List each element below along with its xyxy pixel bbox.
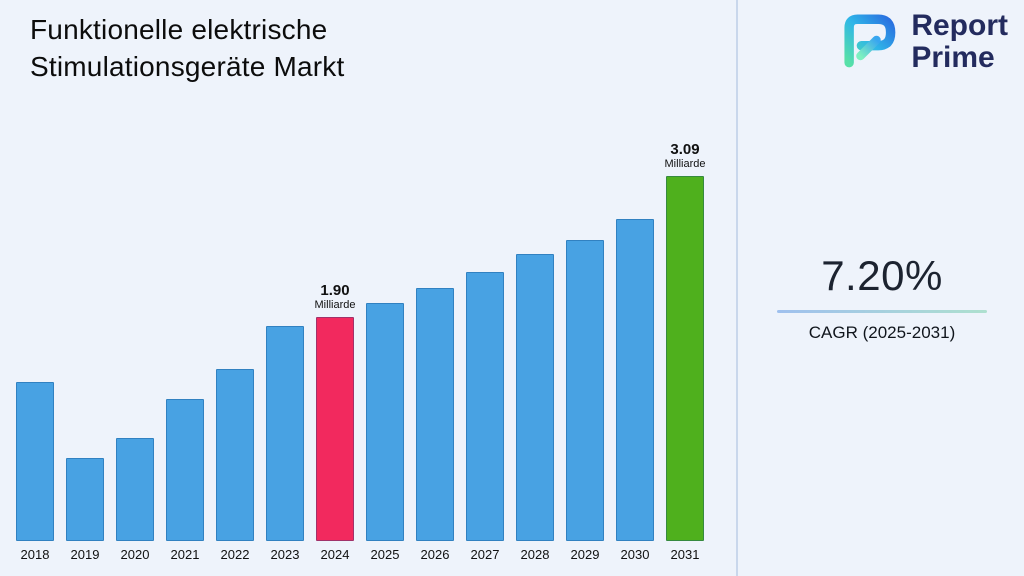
page-title: Funktionelle elektrische Stimulationsger… bbox=[30, 12, 344, 86]
x-tick-label-2021: 2021 bbox=[170, 547, 200, 562]
bar-chart: 2018 2019 2020 2021 2022 2023 1.90 Milliarde 202… bbox=[16, 141, 706, 562]
x-tick-label-2022: 2022 bbox=[220, 547, 250, 562]
annotation-unit: Milliarde bbox=[314, 299, 356, 312]
x-tick-label-2028: 2028 bbox=[520, 547, 550, 562]
bar-column-2030: 2030 bbox=[616, 219, 654, 562]
page-title-line2: Stimulationsgeräte Markt bbox=[30, 50, 345, 82]
bar-2027 bbox=[466, 272, 504, 541]
value-annotation-2031: 3.09 Milliarde bbox=[665, 141, 706, 171]
x-tick-label-2023: 2023 bbox=[270, 547, 300, 562]
bar-column-2023: 2023 bbox=[266, 326, 304, 562]
bar-column-2025: 2025 bbox=[366, 303, 404, 562]
bar-2024 bbox=[316, 317, 354, 541]
x-tick-label-2029: 2029 bbox=[570, 547, 600, 562]
bar-2031 bbox=[666, 176, 704, 541]
bar-2025 bbox=[366, 303, 404, 541]
x-tick-label-2024: 2024 bbox=[320, 547, 350, 562]
cagr-label: CAGR (2025-2031) bbox=[808, 323, 956, 342]
report-prime-logo-text: Report Prime bbox=[911, 9, 1008, 75]
bar-column-2031: 3.09 Milliarde 2031 bbox=[665, 141, 706, 562]
bar-column-2024: 1.90 Milliarde 2024 bbox=[315, 282, 356, 562]
bar-column-2019: 2019 bbox=[66, 458, 104, 562]
x-tick-label-2031: 2031 bbox=[670, 547, 700, 562]
logo-word-report: Report bbox=[911, 9, 1008, 42]
bar-2026 bbox=[416, 288, 454, 541]
x-tick-label-2026: 2026 bbox=[420, 547, 450, 562]
bar-2020 bbox=[116, 438, 154, 541]
bar-column-2020: 2020 bbox=[116, 438, 154, 562]
bar-2030 bbox=[616, 219, 654, 541]
x-tick-label-2019: 2019 bbox=[70, 547, 100, 562]
bar-2028 bbox=[516, 254, 554, 541]
x-tick-label-2027: 2027 bbox=[470, 547, 500, 562]
cagr-block: 7.20% CAGR (2025-2031) bbox=[752, 252, 1012, 343]
cagr-value: 7.20% bbox=[821, 252, 943, 299]
annotation-value: 3.09 bbox=[670, 141, 700, 159]
bar-2023 bbox=[266, 326, 304, 541]
annotation-unit: Milliarde bbox=[664, 158, 706, 171]
bar-2019 bbox=[66, 458, 104, 541]
report-prime-logo: Report Prime bbox=[835, 9, 1008, 75]
value-annotation-2024: 1.90 Milliarde bbox=[315, 282, 356, 312]
cagr-underline bbox=[777, 310, 987, 313]
bar-2021 bbox=[166, 399, 204, 541]
panel-divider bbox=[736, 0, 738, 576]
bar-column-2027: 2027 bbox=[466, 272, 504, 562]
bar-column-2028: 2028 bbox=[516, 254, 554, 562]
bar-2018 bbox=[16, 382, 54, 541]
page-title-line1: Funktionelle elektrische bbox=[30, 14, 328, 45]
bar-2022 bbox=[216, 369, 254, 541]
bar-column-2022: 2022 bbox=[216, 369, 254, 562]
bar-column-2029: 2029 bbox=[566, 240, 604, 562]
bar-column-2018: 2018 bbox=[16, 382, 54, 562]
logo-word-prime: Prime bbox=[911, 41, 995, 75]
report-prime-logo-icon bbox=[835, 11, 901, 74]
x-tick-label-2025: 2025 bbox=[370, 547, 400, 562]
x-tick-label-2018: 2018 bbox=[20, 547, 50, 562]
x-tick-label-2020: 2020 bbox=[120, 547, 150, 562]
annotation-value: 1.90 bbox=[320, 282, 350, 300]
bar-column-2021: 2021 bbox=[166, 399, 204, 562]
bar-column-2026: 2026 bbox=[416, 288, 454, 562]
bar-2029 bbox=[566, 240, 604, 541]
x-tick-label-2030: 2030 bbox=[620, 547, 650, 562]
